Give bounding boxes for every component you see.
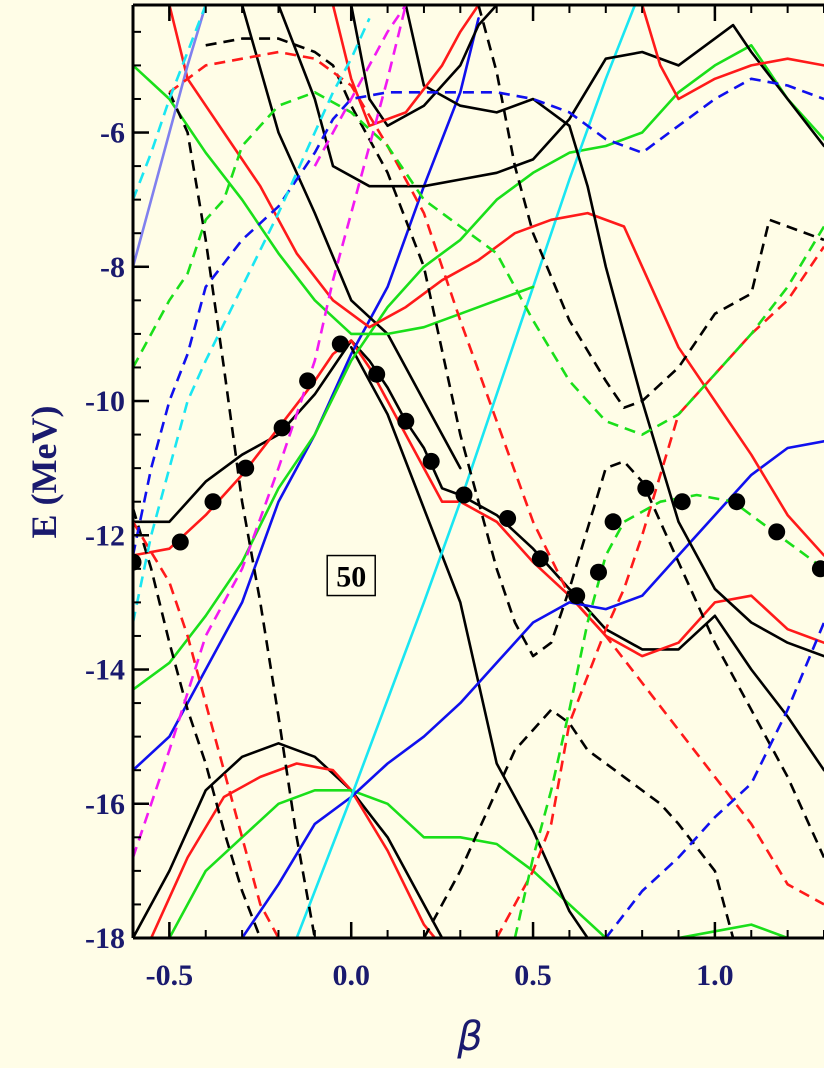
marker-point-19 bbox=[728, 493, 746, 511]
x-axis-label: β bbox=[456, 1014, 483, 1060]
series-line-26 bbox=[133, 521, 280, 938]
marker-point-8 bbox=[368, 365, 386, 383]
series-line-3 bbox=[133, 742, 444, 938]
y-tick-label: -12 bbox=[85, 519, 125, 552]
marker-point-6 bbox=[299, 372, 317, 390]
marker-point-20 bbox=[768, 523, 786, 541]
marker-point-4 bbox=[237, 459, 255, 477]
series-line-32 bbox=[604, 621, 824, 938]
marker-point-17 bbox=[637, 479, 655, 497]
marker-point-18 bbox=[673, 493, 691, 511]
series-line-20 bbox=[133, 5, 207, 269]
series-line-12 bbox=[168, 5, 824, 557]
series-line-10 bbox=[295, 5, 637, 938]
y-tick-label: -14 bbox=[85, 654, 125, 687]
marker-point-2 bbox=[171, 533, 189, 551]
series-line-28 bbox=[495, 245, 824, 938]
marker-point-16 bbox=[604, 513, 622, 531]
y-tick-label: -10 bbox=[85, 385, 125, 418]
series-line-4 bbox=[149, 762, 437, 938]
series-line-17 bbox=[331, 5, 480, 128]
series-line-22 bbox=[168, 91, 317, 938]
x-tick-label: 1.0 bbox=[696, 959, 734, 992]
series-line-27 bbox=[168, 50, 824, 906]
series-line-35 bbox=[133, 5, 408, 858]
marker-point-21 bbox=[811, 560, 824, 578]
series-line-14 bbox=[277, 5, 824, 188]
series-line-21 bbox=[133, 508, 262, 938]
x-tick-label: 0.5 bbox=[514, 959, 552, 992]
marker-layer bbox=[133, 335, 824, 605]
series-line-23 bbox=[205, 37, 824, 859]
marker-point-10 bbox=[422, 452, 440, 470]
series-line-18 bbox=[640, 5, 824, 101]
x-tick-label: 0.0 bbox=[332, 959, 370, 992]
axes-layer bbox=[131, 3, 824, 940]
series-line-19 bbox=[677, 923, 789, 938]
y-tick-label: -8 bbox=[100, 251, 125, 284]
series-line-25 bbox=[422, 708, 735, 938]
panel-label: 50 bbox=[336, 561, 366, 594]
panel-label-box bbox=[326, 554, 376, 597]
series-line-24 bbox=[477, 5, 824, 409]
series-line-2 bbox=[133, 339, 824, 658]
series-line-36 bbox=[313, 5, 407, 167]
ticks-layer: -0.5 0.0 0.5 1.0 -6 -8 -10 -12 -14 -16 -18 bbox=[85, 5, 824, 992]
y-tick-label: -16 bbox=[85, 788, 125, 821]
series-line-31 bbox=[133, 77, 824, 556]
marker-point-14 bbox=[568, 587, 586, 605]
series-line-16 bbox=[404, 5, 824, 658]
marker-point-15 bbox=[590, 563, 607, 581]
marker-point-1 bbox=[133, 553, 142, 571]
marker-point-12 bbox=[499, 510, 517, 527]
series-line-15 bbox=[349, 5, 498, 128]
series-line-11 bbox=[240, 5, 462, 470]
series-line-13 bbox=[133, 64, 535, 336]
x-tick-label: -0.5 bbox=[146, 959, 194, 992]
y-tick-label: -18 bbox=[85, 922, 125, 955]
annotation-layer: 50 bbox=[326, 554, 376, 597]
series-layer bbox=[133, 5, 824, 938]
marker-point-7 bbox=[331, 335, 349, 353]
series-line-29 bbox=[133, 91, 824, 436]
marker-point-11 bbox=[455, 486, 473, 504]
marker-point-3 bbox=[204, 493, 222, 511]
y-tick-label: -6 bbox=[100, 117, 125, 150]
marker-point-13 bbox=[531, 550, 549, 568]
labels-layer: E (MeV) β bbox=[24, 406, 483, 1060]
series-line-33 bbox=[133, 17, 371, 623]
marker-point-9 bbox=[397, 412, 415, 430]
marker-point-5 bbox=[273, 419, 291, 437]
y-axis-label: E (MeV) bbox=[24, 406, 64, 539]
